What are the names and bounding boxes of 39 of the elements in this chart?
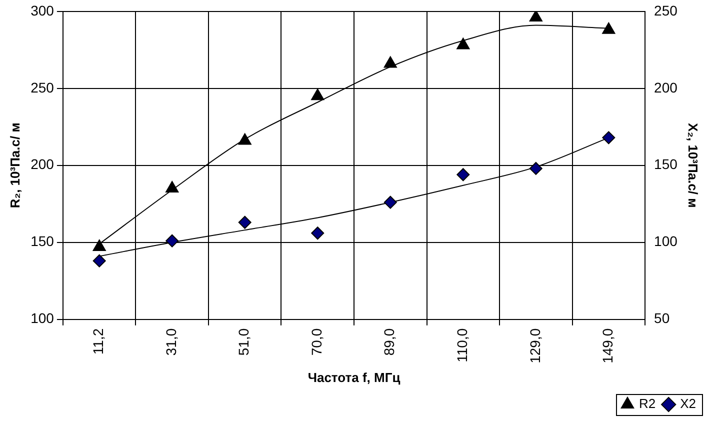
x-tick-label: 89,0 xyxy=(381,328,398,356)
legend-label: R2 xyxy=(638,396,656,412)
point xyxy=(529,162,542,175)
point xyxy=(238,133,252,145)
y-tick-label: 250 xyxy=(30,79,54,96)
point xyxy=(166,180,179,192)
point xyxy=(529,11,542,22)
point xyxy=(311,226,324,240)
point xyxy=(166,234,179,248)
point xyxy=(602,131,616,144)
legend-label: X2 xyxy=(680,396,696,412)
y-tick-label: 300 xyxy=(30,2,54,18)
point xyxy=(311,88,324,100)
y-axis-title: R₂, 10³Па.с/ м xyxy=(7,122,22,208)
point xyxy=(456,168,470,182)
point xyxy=(92,254,106,268)
y2-tick-label: 150 xyxy=(654,156,678,172)
y2-tick-label: 100 xyxy=(654,233,678,250)
point xyxy=(456,38,470,50)
y2-tick-label: 250 xyxy=(654,2,678,18)
y2-axis-title: X₂, 10³Па.с/ м xyxy=(686,123,701,208)
point xyxy=(602,22,616,34)
x-axis-title: Частота f, МГц xyxy=(308,370,400,385)
x-tick-label: 110,0 xyxy=(454,328,470,362)
y-tick-label: 200 xyxy=(30,156,54,172)
y-tick-label: 150 xyxy=(30,233,54,250)
x-tick-label: 11,2 xyxy=(90,328,106,355)
y-tick-label: 100 xyxy=(30,310,54,326)
point xyxy=(384,56,397,68)
point xyxy=(92,239,106,251)
point xyxy=(238,216,252,229)
x-tick-label: 70,0 xyxy=(308,328,324,356)
x-tick-label: 149,0 xyxy=(600,328,616,364)
y2-tick-label: 50 xyxy=(654,310,670,326)
point xyxy=(384,196,397,209)
x-tick-label: 31,0 xyxy=(162,328,179,356)
y2-tick-label: 200 xyxy=(654,79,678,96)
x-tick-label: 51,0 xyxy=(236,328,252,356)
x-tick-label: 129,0 xyxy=(526,328,543,364)
